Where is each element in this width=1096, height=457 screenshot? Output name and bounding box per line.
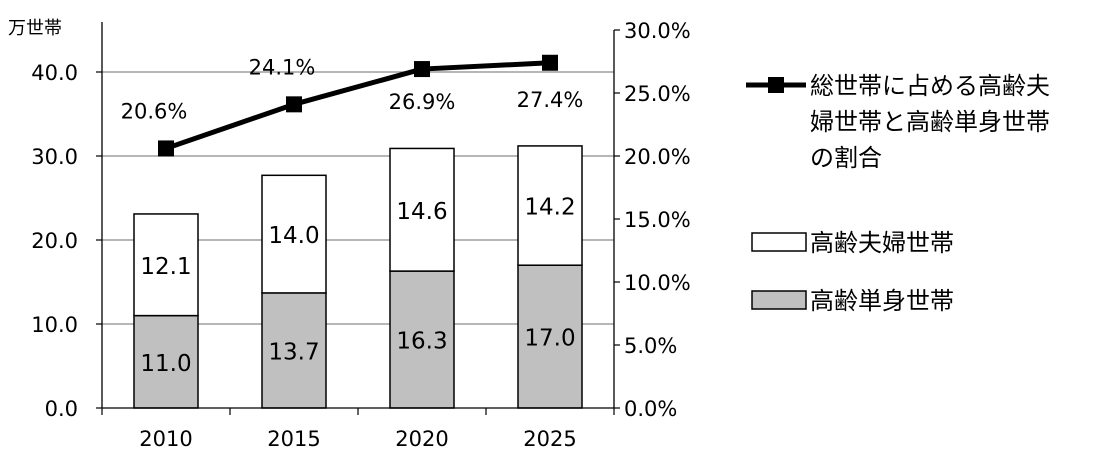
bars <box>133 145 583 409</box>
x-tick-label: 2025 <box>523 427 576 451</box>
right-tick-label: 30.0% <box>624 19 691 43</box>
bar-value-label: 16.3 <box>396 329 447 355</box>
bar-segment <box>133 213 199 317</box>
left-tick-label: 20.0 <box>31 229 78 253</box>
ratio-value-label: 26.9% <box>389 90 456 114</box>
ratio-marker <box>158 140 174 157</box>
legend-line-label: の割合 <box>810 144 882 172</box>
bar-segment <box>517 264 583 409</box>
bar-segment <box>261 174 327 294</box>
legend-line-label: 婦世帯と高齢単身世帯 <box>810 108 1050 136</box>
legend-bar-label: 高齢夫婦世帯 <box>810 229 954 257</box>
bar-segment <box>517 145 583 266</box>
bar-segment <box>133 314 199 409</box>
bar-value-label: 12.1 <box>140 254 191 280</box>
legend-bar-label: 高齢単身世帯 <box>810 287 954 315</box>
bar-value-label: 14.0 <box>268 223 319 249</box>
right-tick-label: 0.0% <box>624 397 677 421</box>
legend-line-label: 総世帯に占める高齢夫 <box>810 72 1050 100</box>
ratio-marker <box>286 96 302 113</box>
bar-value-label: 14.6 <box>396 199 447 225</box>
left-tick-label: 40.0 <box>31 61 78 85</box>
right-tick-label: 25.0% <box>624 82 691 106</box>
x-tick-label: 2020 <box>395 427 448 451</box>
ratio-value-label: 24.1% <box>249 55 316 79</box>
axes: 0.0 10.0 20.0 30.0 40.0 0.0% 5.0% 10.0% 15.0% 20.… <box>8 18 691 451</box>
legend-bar-swatch <box>751 232 807 252</box>
ratio-marker <box>542 54 558 71</box>
bar-value-label: 17.0 <box>524 326 575 352</box>
ratio-value-label: 20.6% <box>121 99 188 123</box>
x-tick-label: 2015 <box>267 427 320 451</box>
left-axis-unit: 万世帯 <box>8 18 62 39</box>
x-tick-label: 2010 <box>139 427 192 451</box>
ratio-marker <box>414 61 430 78</box>
legend-line-marker <box>768 77 784 93</box>
bar-segment <box>389 147 455 272</box>
left-tick-label: 30.0 <box>31 145 78 169</box>
bar-value-label: 11.0 <box>140 351 191 377</box>
legend-bar-swatch <box>751 290 807 310</box>
right-tick-label: 20.0% <box>624 145 691 169</box>
right-tick-label: 5.0% <box>624 334 677 358</box>
ratio-value-label: 27.4% <box>517 88 584 112</box>
left-tick-label: 0.0 <box>45 397 78 421</box>
right-tick-label: 10.0% <box>624 271 691 295</box>
bar-segment <box>389 270 455 409</box>
data-labels: 11.0 12.1 13.7 14.0 16.3 14.6 17.0 14.2 20.6% 24.… <box>121 55 584 376</box>
right-tick-label: 15.0% <box>624 208 691 232</box>
ratio-line <box>158 54 558 157</box>
left-tick-label: 10.0 <box>31 313 78 337</box>
ratio-line-path <box>165 60 551 151</box>
bar-value-label: 13.7 <box>268 339 319 365</box>
bar-value-label: 14.2 <box>524 195 575 221</box>
